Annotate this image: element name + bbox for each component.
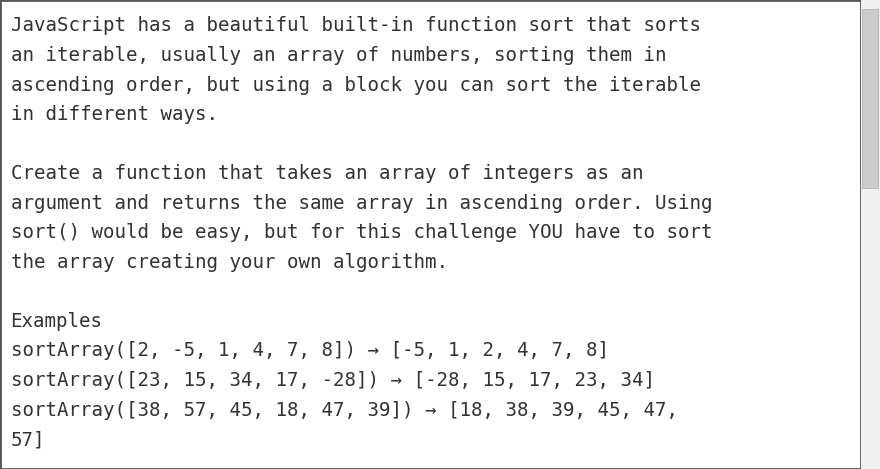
Bar xyxy=(861,0,880,469)
Text: 57]: 57] xyxy=(11,430,45,449)
Text: sortArray([2, -5, 1, 4, 7, 8]) → [-5, 1, 2, 4, 7, 8]: sortArray([2, -5, 1, 4, 7, 8]) → [-5, 1,… xyxy=(11,341,609,361)
Bar xyxy=(862,9,878,188)
Text: ascending order, but using a block you can sort the iterable: ascending order, but using a block you c… xyxy=(11,76,700,95)
Text: an iterable, usually an array of numbers, sorting them in: an iterable, usually an array of numbers… xyxy=(11,46,666,65)
Text: sort() would be easy, but for this challenge YOU have to sort: sort() would be easy, but for this chall… xyxy=(11,223,712,242)
Text: Create a function that takes an array of integers as an: Create a function that takes an array of… xyxy=(11,164,643,183)
Text: JavaScript has a beautiful built-in function sort that sorts: JavaScript has a beautiful built-in func… xyxy=(11,16,700,36)
Text: argument and returns the same array in ascending order. Using: argument and returns the same array in a… xyxy=(11,194,712,213)
Text: the array creating your own algorithm.: the array creating your own algorithm. xyxy=(11,253,448,272)
Text: sortArray([38, 57, 45, 18, 47, 39]) → [18, 38, 39, 45, 47,: sortArray([38, 57, 45, 18, 47, 39]) → [1… xyxy=(11,401,678,420)
Text: Examples: Examples xyxy=(11,312,103,331)
Text: in different ways.: in different ways. xyxy=(11,105,217,124)
FancyBboxPatch shape xyxy=(0,0,861,469)
Text: sortArray([23, 15, 34, 17, -28]) → [-28, 15, 17, 23, 34]: sortArray([23, 15, 34, 17, -28]) → [-28,… xyxy=(11,371,655,390)
